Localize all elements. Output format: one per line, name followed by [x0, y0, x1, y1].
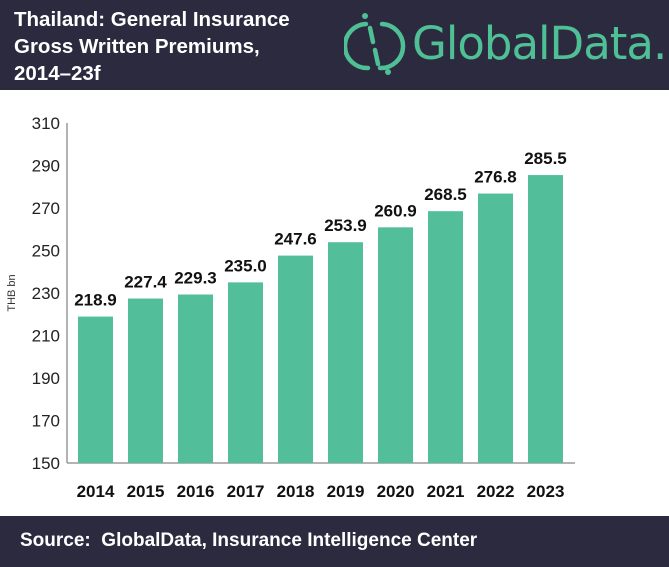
header-banner: Thailand: General Insurance Gross Writte…	[0, 0, 669, 90]
x-tick-label: 2015	[127, 482, 165, 501]
chart-title: Thailand: General Insurance Gross Writte…	[14, 8, 290, 85]
value-label: 247.6	[274, 230, 317, 249]
y-tick-label: 190	[32, 369, 60, 388]
value-label: 227.4	[124, 273, 167, 292]
y-tick-label: 310	[32, 114, 60, 133]
value-label: 253.9	[324, 216, 367, 235]
value-label: 229.3	[174, 268, 217, 287]
value-label: 218.9	[74, 291, 117, 310]
x-tick-label: 2019	[327, 482, 365, 501]
value-label: 276.8	[474, 168, 517, 187]
bar-2018	[278, 255, 313, 463]
bar-2022	[478, 193, 513, 464]
x-tick-label: 2022	[477, 482, 515, 501]
bar-2019	[328, 242, 363, 463]
y-axis-ticks: 150 170 190 210 230 250 270 290 310	[32, 114, 60, 473]
x-tick-label: 2021	[427, 482, 465, 501]
footer-banner: Source: GlobalData, Insurance Intelligen…	[0, 516, 669, 567]
value-label: 285.5	[524, 149, 567, 168]
y-tick-label: 210	[32, 327, 60, 346]
y-tick-label: 170	[32, 412, 60, 431]
source-note: Source: GlobalData, Insurance Intelligen…	[20, 530, 478, 551]
globaldata-logo-icon	[342, 13, 406, 75]
bar-2017	[228, 282, 263, 463]
bar-2023	[528, 175, 563, 463]
x-axis-ticks: 2014 2015 2016 2017 2018 2019 2020 2021 2022 2023	[77, 482, 565, 501]
x-tick-label: 2018	[277, 482, 315, 501]
bar-2020	[378, 227, 413, 463]
x-tick-label: 2020	[377, 482, 415, 501]
globaldata-logo: GlobalData.	[342, 10, 667, 80]
value-labels: 218.9 227.4 229.3 235.0 247.6 253.9 260.9 268.5…	[74, 149, 567, 310]
y-tick-label: 230	[32, 284, 60, 303]
value-label: 235.0	[224, 256, 267, 275]
y-tick-label: 270	[32, 199, 60, 218]
y-tick-label: 250	[32, 242, 60, 261]
x-tick-label: 2017	[227, 482, 265, 501]
value-label: 260.9	[374, 201, 417, 220]
bars	[78, 175, 563, 464]
logo-wordmark: GlobalData.	[412, 17, 667, 70]
y-axis-label: THB bn	[6, 274, 18, 311]
bar-chart: 150 170 190 210 230 250 270 290 310 THB bn 218.9…	[6, 114, 575, 501]
y-tick-label: 150	[32, 454, 60, 473]
x-tick-label: 2016	[177, 482, 215, 501]
value-label: 268.5	[424, 185, 467, 204]
bar-2015	[128, 298, 163, 463]
x-tick-label: 2014	[77, 482, 115, 501]
bar-2016	[178, 294, 213, 463]
bar-2014	[78, 316, 113, 463]
bar-2021	[428, 211, 463, 463]
y-tick-label: 290	[32, 157, 60, 176]
x-tick-label: 2023	[527, 482, 565, 501]
